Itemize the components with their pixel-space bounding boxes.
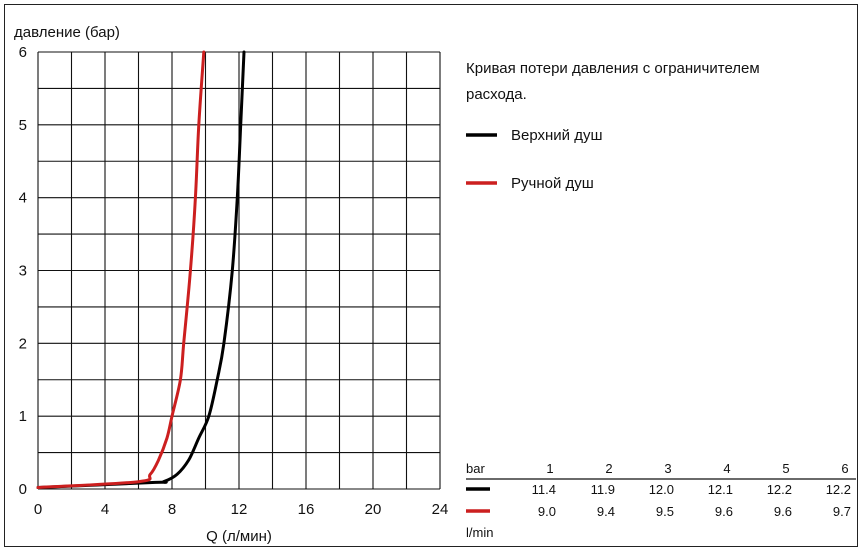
legend: Верхний душ Ручной душ (466, 127, 603, 192)
y-tick-label: 3 (19, 263, 27, 280)
flow-table: bar 1 2 3 4 5 6 11.4 11.9 12.0 12.1 12.2 12.2 9.0 9.4 9… (466, 461, 856, 540)
y-axis-title: давление (бар) (14, 24, 120, 41)
table-pressure-header: 1 (546, 461, 553, 476)
table-cell: 9.7 (833, 504, 851, 519)
table-cell: 9.4 (597, 504, 615, 519)
table-unit-lmin: l/min (466, 525, 493, 540)
table-cell: 9.6 (774, 504, 792, 519)
table-cell: 11.9 (591, 482, 615, 497)
x-tick-label: 20 (365, 501, 382, 518)
table-cell: 12.0 (649, 482, 674, 497)
series-line (36, 50, 206, 489)
y-tick-label: 6 (19, 44, 27, 61)
table-cell: 9.6 (715, 504, 733, 519)
table-cell: 11.4 (532, 482, 556, 497)
y-tick-label: 5 (19, 117, 27, 134)
table-pressure-header: 4 (723, 461, 730, 476)
x-axis-title: Q (л/мин) (206, 528, 272, 545)
y-tick-label: 2 (19, 335, 27, 352)
table-unit-bar: bar (466, 461, 485, 476)
x-tick-label: 8 (168, 501, 176, 518)
table-pressure-header: 6 (841, 461, 848, 476)
table-cell: 12.1 (708, 482, 733, 497)
x-tick-label: 24 (432, 501, 449, 518)
table-pressure-header: 2 (605, 461, 612, 476)
axis-labels: давление (бар) Q (л/мин) 0 4 8 12 16 20 240123… (14, 24, 448, 545)
chart-frame (4, 4, 858, 547)
legend-label: Верхний душ (511, 127, 603, 144)
chart-title-line-2: расхода. (466, 86, 527, 103)
plot-curves (36, 50, 246, 489)
x-tick-label: 16 (298, 501, 315, 518)
y-tick-label: 4 (19, 190, 27, 207)
chart-title-line-1: Кривая потери давления с ограничителем (466, 60, 760, 77)
y-tick-label: 0 (19, 481, 27, 498)
table-cell: 12.2 (767, 482, 792, 497)
x-tick-label: 4 (101, 501, 109, 518)
series-line (36, 50, 246, 489)
chart-title: Кривая потери давления с ограничителем р… (466, 60, 760, 103)
table-cell: 9.5 (656, 504, 674, 519)
y-tick-label: 1 (19, 408, 27, 425)
plot-grid (37, 51, 441, 490)
x-tick-label: 12 (231, 501, 248, 518)
x-tick-label: 0 (34, 501, 42, 518)
table-pressure-header: 3 (664, 461, 671, 476)
legend-label: Ручной душ (511, 175, 594, 192)
table-cell: 9.0 (538, 504, 556, 519)
table-cell: 12.2 (826, 482, 851, 497)
table-pressure-header: 5 (782, 461, 789, 476)
